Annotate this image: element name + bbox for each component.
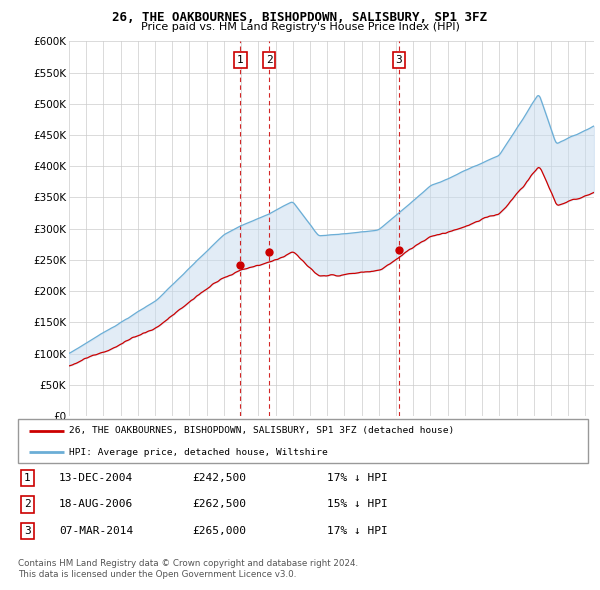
- Text: £262,500: £262,500: [192, 500, 246, 509]
- Text: £242,500: £242,500: [192, 473, 246, 483]
- Text: 07-MAR-2014: 07-MAR-2014: [59, 526, 133, 536]
- Text: 17% ↓ HPI: 17% ↓ HPI: [327, 526, 388, 536]
- Text: Contains HM Land Registry data © Crown copyright and database right 2024.: Contains HM Land Registry data © Crown c…: [18, 559, 358, 568]
- Text: 13-DEC-2004: 13-DEC-2004: [59, 473, 133, 483]
- FancyBboxPatch shape: [18, 419, 588, 463]
- Text: 18-AUG-2006: 18-AUG-2006: [59, 500, 133, 509]
- Text: 2: 2: [266, 55, 272, 65]
- Text: This data is licensed under the Open Government Licence v3.0.: This data is licensed under the Open Gov…: [18, 571, 296, 579]
- Text: 3: 3: [395, 55, 403, 65]
- Text: 26, THE OAKBOURNES, BISHOPDOWN, SALISBURY, SP1 3FZ: 26, THE OAKBOURNES, BISHOPDOWN, SALISBUR…: [113, 11, 487, 24]
- Text: 26, THE OAKBOURNES, BISHOPDOWN, SALISBURY, SP1 3FZ (detached house): 26, THE OAKBOURNES, BISHOPDOWN, SALISBUR…: [70, 427, 455, 435]
- Text: 3: 3: [24, 526, 31, 536]
- Text: Price paid vs. HM Land Registry's House Price Index (HPI): Price paid vs. HM Land Registry's House …: [140, 22, 460, 32]
- Text: 1: 1: [237, 55, 244, 65]
- Text: 1: 1: [24, 473, 31, 483]
- Text: 17% ↓ HPI: 17% ↓ HPI: [327, 473, 388, 483]
- Text: 15% ↓ HPI: 15% ↓ HPI: [327, 500, 388, 509]
- Text: £265,000: £265,000: [192, 526, 246, 536]
- Text: HPI: Average price, detached house, Wiltshire: HPI: Average price, detached house, Wilt…: [70, 448, 328, 457]
- Text: 2: 2: [24, 500, 31, 509]
